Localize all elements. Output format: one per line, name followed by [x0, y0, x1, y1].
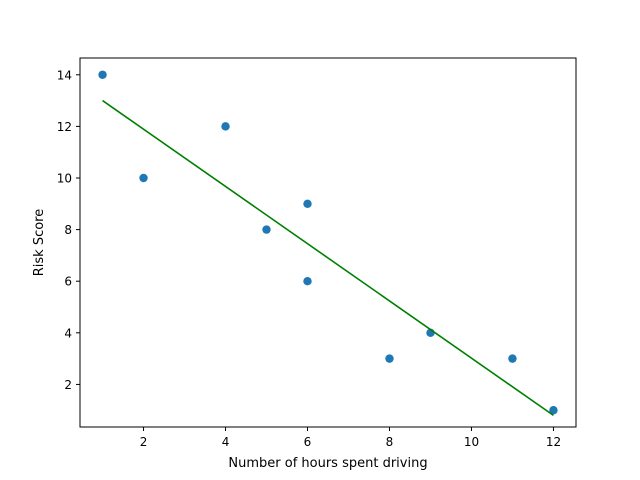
- scatter-point: [262, 225, 271, 234]
- scatter-point: [508, 354, 517, 363]
- scatter-point: [385, 354, 394, 363]
- x-tick-label: 10: [464, 435, 479, 449]
- x-tick-label: 12: [546, 435, 561, 449]
- y-axis-label: Risk Score: [32, 209, 47, 277]
- trend-line: [102, 99, 554, 417]
- scatter-point: [221, 122, 230, 131]
- y-tick-label: 14: [57, 68, 72, 82]
- y-tick-label: 10: [57, 171, 72, 185]
- scatter-point: [98, 70, 107, 79]
- axis-ticks: 2 4 6 8 10 12 2 4 6 8 10 12 14: [57, 68, 561, 449]
- y-tick-label: 4: [64, 326, 72, 340]
- scatter-point: [139, 173, 148, 183]
- scatter-point: [549, 406, 558, 415]
- x-tick-label: 2: [140, 435, 148, 449]
- chart-marks: [98, 70, 558, 417]
- scatter-point: [303, 277, 312, 286]
- x-tick-label: 4: [222, 435, 230, 449]
- x-tick-label: 6: [304, 435, 312, 449]
- y-tick-label: 6: [64, 275, 72, 289]
- x-tick-label: 8: [386, 435, 394, 449]
- y-tick-label: 2: [64, 378, 72, 392]
- x-axis-label: Number of hours spent driving: [228, 456, 427, 471]
- y-tick-label: 12: [57, 120, 72, 134]
- scatter-point: [303, 199, 312, 208]
- y-tick-label: 8: [64, 223, 72, 237]
- axes-frame: [79, 57, 577, 428]
- plot-area: [80, 58, 576, 427]
